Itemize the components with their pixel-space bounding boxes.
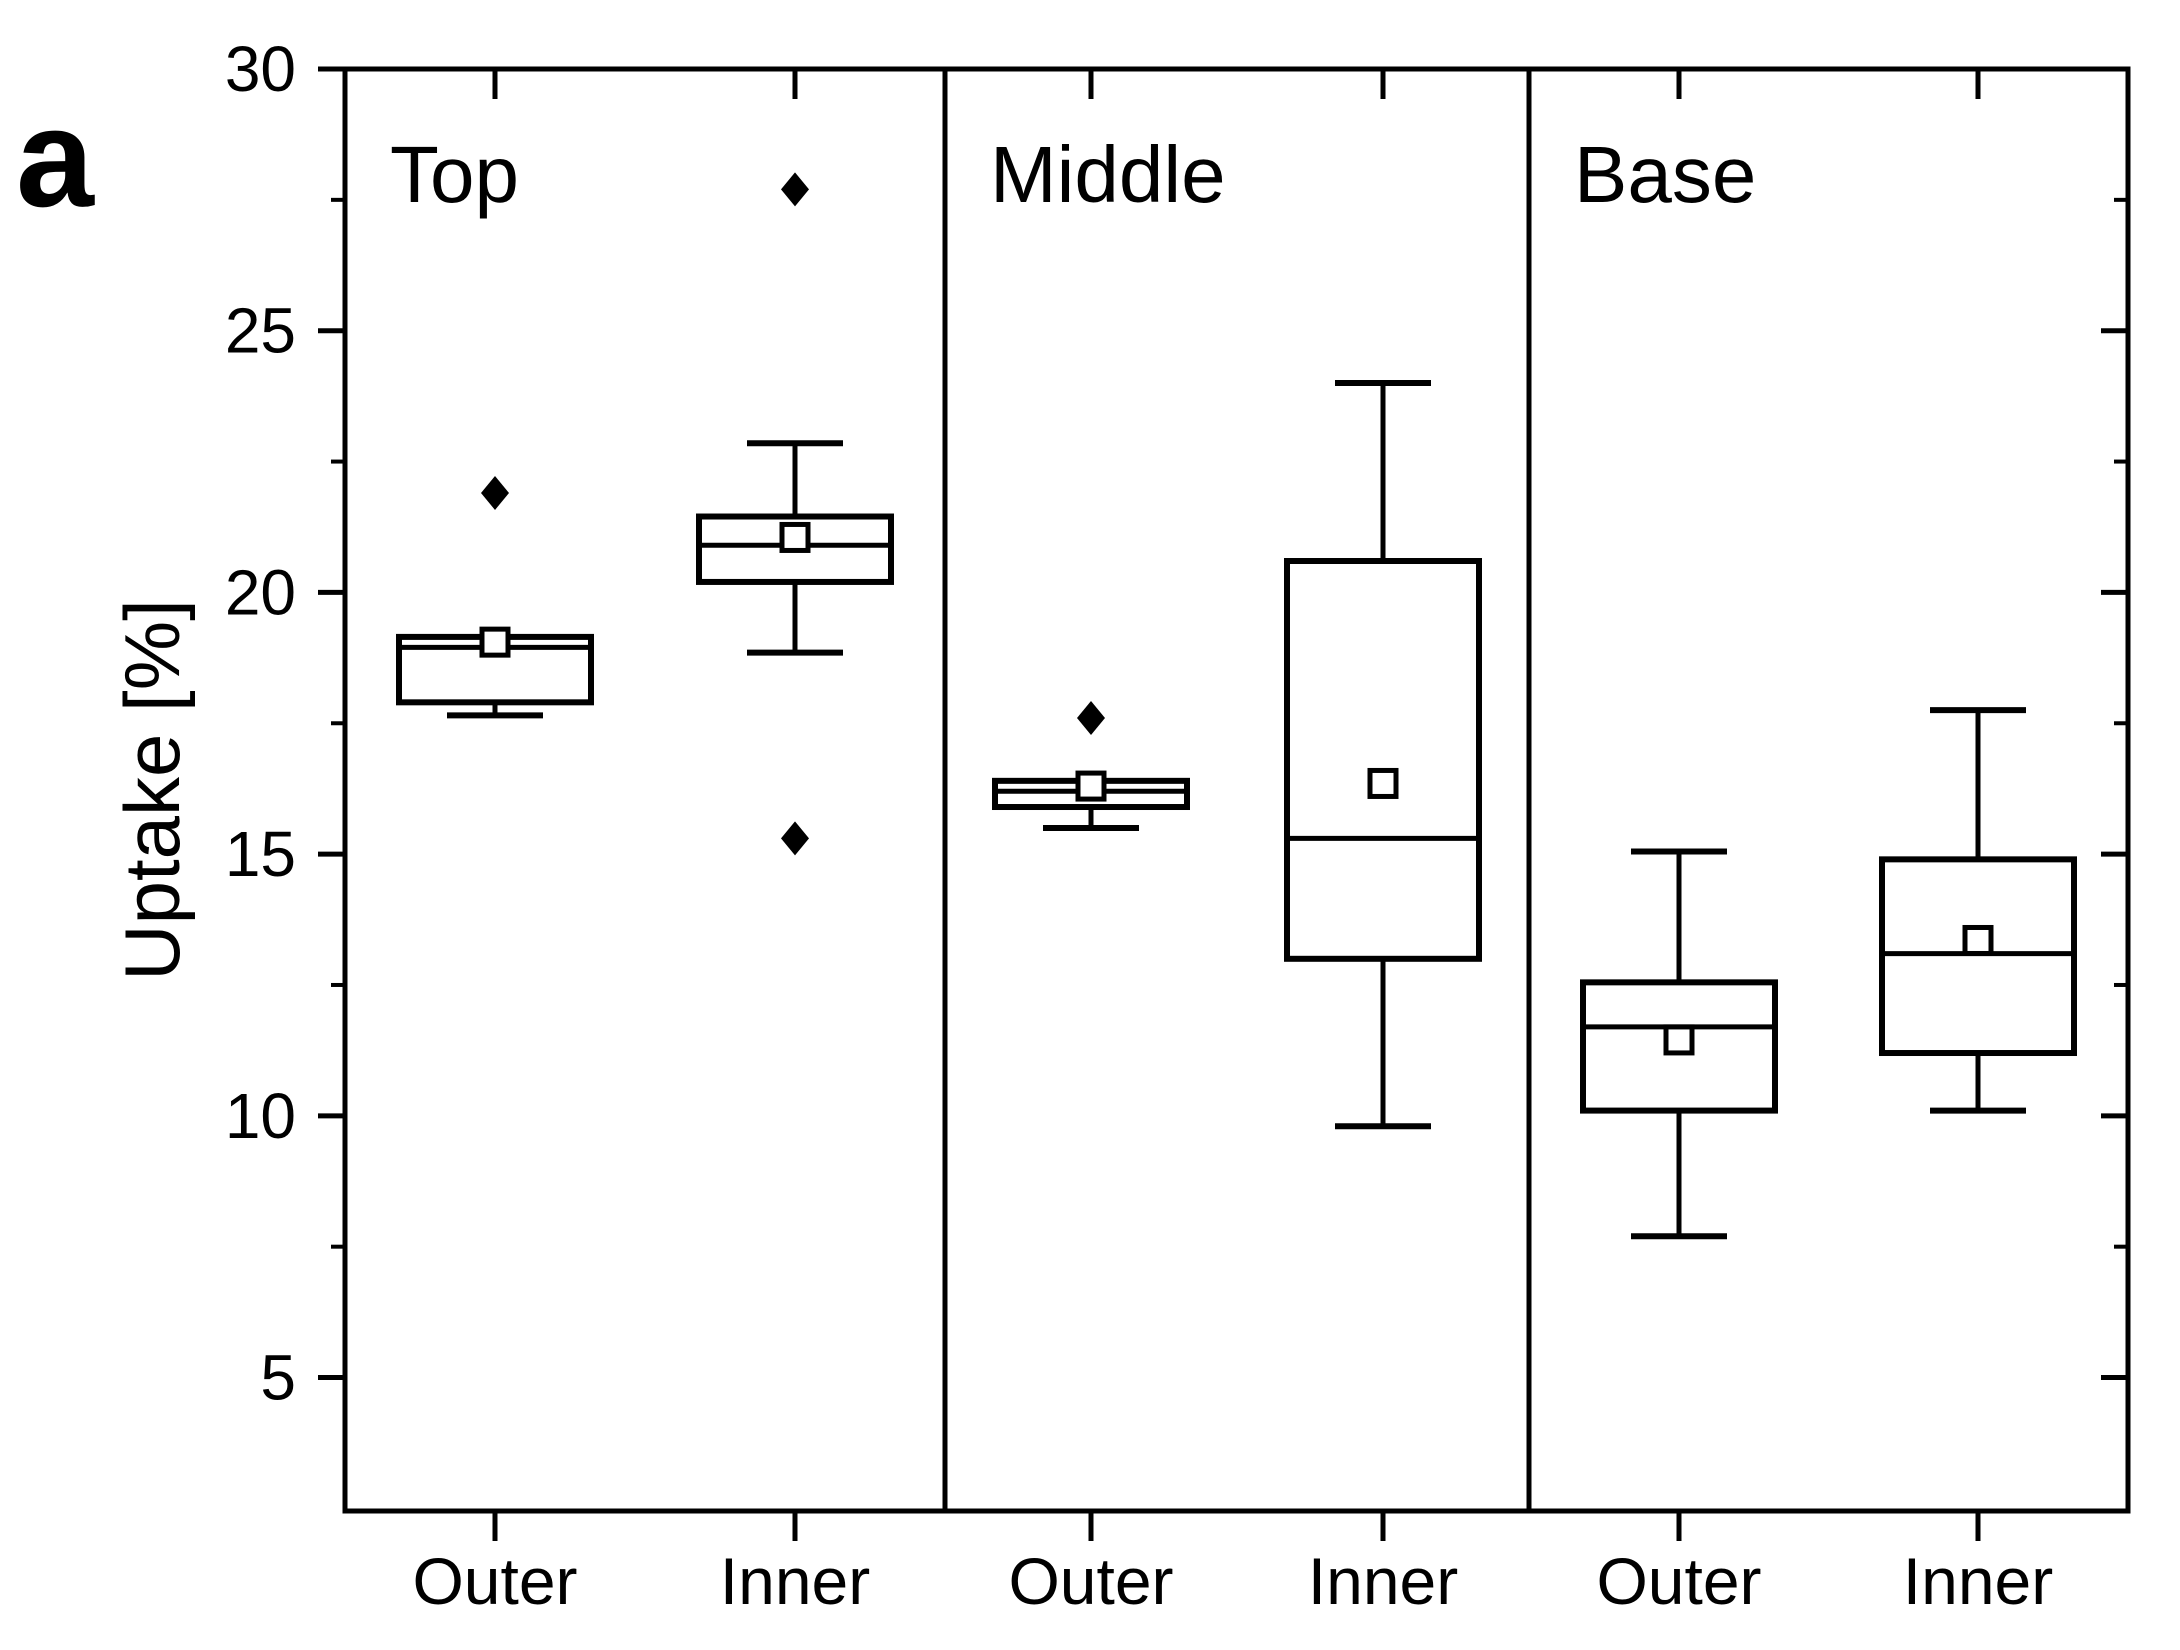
plot-frame bbox=[342, 66, 2131, 1514]
y-tick-label: 20 bbox=[225, 556, 296, 628]
base-inner-mean-marker bbox=[1962, 924, 1994, 956]
x-tick-label-middle-outer: Outer bbox=[1008, 1544, 1173, 1618]
figure-label: a bbox=[16, 79, 95, 236]
y-tick-label: 25 bbox=[225, 295, 296, 367]
y-tick-label: 5 bbox=[260, 1342, 296, 1414]
top-inner-outlier-marker bbox=[781, 172, 809, 207]
top-inner-mean-marker bbox=[779, 521, 811, 553]
x-tick-label-top-inner: Inner bbox=[720, 1544, 870, 1618]
y-tick-label: 10 bbox=[225, 1080, 296, 1152]
panel-label-base: Base bbox=[1574, 130, 1756, 219]
y-tick-label: 30 bbox=[225, 33, 296, 105]
x-tick-label-base-outer: Outer bbox=[1596, 1544, 1761, 1618]
middle-inner-mean-marker bbox=[1367, 767, 1399, 799]
x-tick-label-base-inner: Inner bbox=[1903, 1544, 2053, 1618]
middle-outer-outlier-marker bbox=[1077, 701, 1105, 736]
x-tick-label-middle-inner: Inner bbox=[1308, 1544, 1458, 1618]
base-outer-mean-marker bbox=[1663, 1024, 1695, 1056]
middle-inner-box bbox=[1284, 558, 1482, 962]
panel-label-top: Top bbox=[390, 130, 519, 219]
y-axis-title: Uptake [%] bbox=[108, 599, 196, 981]
x-tick-label-top-outer: Outer bbox=[412, 1544, 577, 1618]
y-tick-label: 15 bbox=[225, 818, 296, 890]
top-outer-outlier-marker bbox=[481, 475, 509, 510]
panel-label-middle: Middle bbox=[990, 130, 1226, 219]
top-outer-mean-marker bbox=[479, 626, 511, 658]
base-outer-box bbox=[1580, 979, 1778, 1114]
top-inner-outlier-marker bbox=[781, 821, 809, 856]
middle-outer-mean-marker bbox=[1075, 770, 1107, 802]
base-inner-box bbox=[1879, 856, 2077, 1057]
